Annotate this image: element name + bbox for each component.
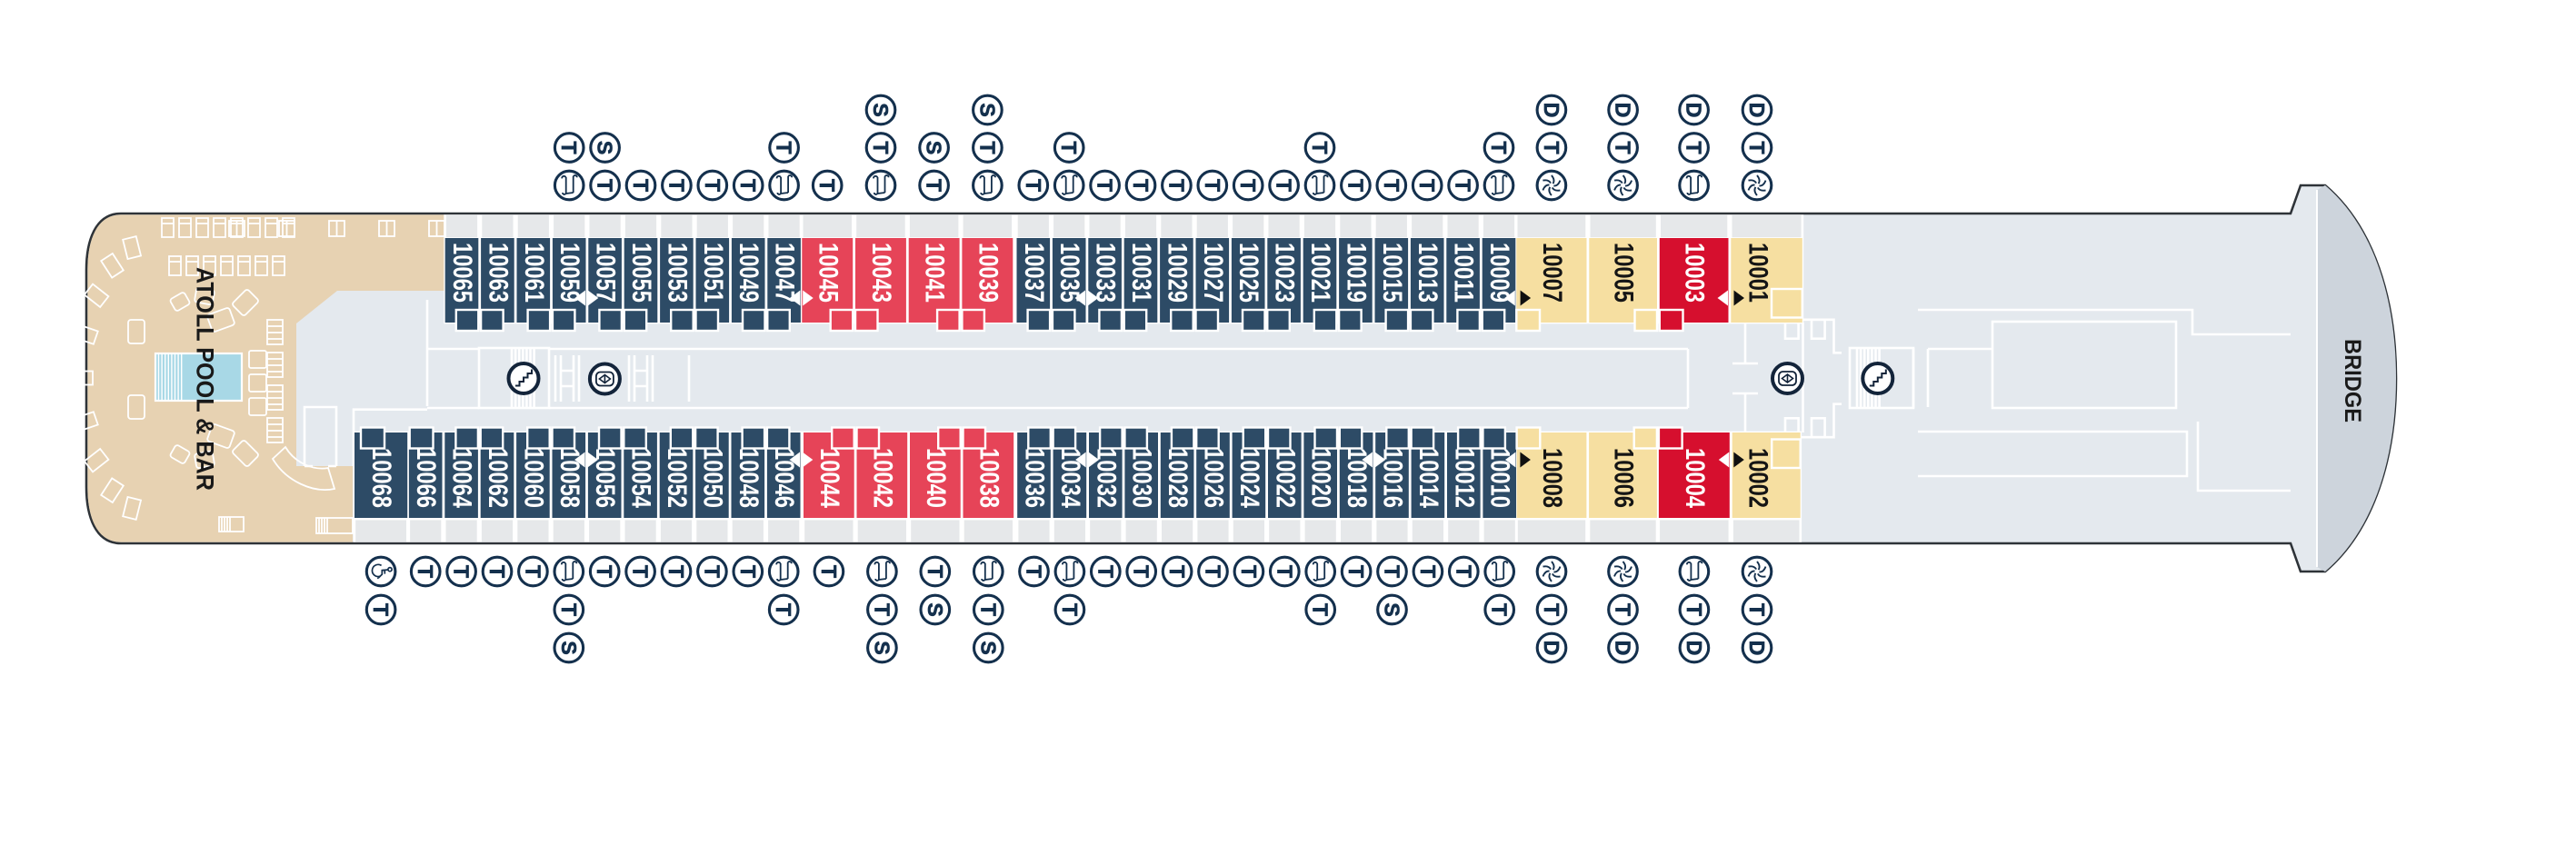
svg-text:10051: 10051	[698, 243, 728, 303]
svg-text:10001: 10001	[1743, 243, 1773, 303]
svg-text:10059: 10059	[554, 243, 584, 303]
svg-text:10005: 10005	[1609, 243, 1639, 303]
svg-text:10024: 10024	[1234, 448, 1264, 508]
svg-text:10039: 10039	[973, 243, 1003, 303]
svg-text:10011: 10011	[1449, 243, 1479, 303]
svg-text:10064: 10064	[447, 448, 477, 508]
svg-text:10035: 10035	[1054, 243, 1084, 303]
svg-text:10004: 10004	[1680, 448, 1710, 508]
svg-text:10066: 10066	[411, 448, 441, 508]
svg-text:10047: 10047	[770, 243, 800, 303]
svg-text:10057: 10057	[591, 243, 621, 303]
svg-text:10055: 10055	[626, 243, 656, 303]
svg-text:10008: 10008	[1537, 448, 1567, 508]
svg-text:10020: 10020	[1306, 448, 1336, 508]
svg-text:10043: 10043	[866, 243, 896, 303]
svg-text:10006: 10006	[1609, 448, 1639, 508]
svg-text:10049: 10049	[734, 243, 764, 303]
svg-text:10021: 10021	[1305, 243, 1335, 303]
svg-text:10012: 10012	[1449, 448, 1479, 508]
svg-text:10025: 10025	[1233, 243, 1263, 303]
svg-text:10065: 10065	[447, 243, 477, 303]
svg-text:10029: 10029	[1162, 243, 1192, 303]
svg-text:10053: 10053	[662, 243, 692, 303]
svg-text:10016: 10016	[1378, 448, 1408, 508]
svg-text:10028: 10028	[1163, 448, 1193, 508]
svg-text:10062: 10062	[483, 448, 513, 508]
svg-text:10031: 10031	[1126, 243, 1156, 303]
svg-text:10033: 10033	[1091, 243, 1121, 303]
svg-text:10023: 10023	[1270, 243, 1300, 303]
svg-text:10007: 10007	[1537, 243, 1567, 303]
svg-text:10037: 10037	[1019, 243, 1049, 303]
svg-text:10044: 10044	[814, 448, 844, 508]
svg-text:10050: 10050	[697, 448, 727, 508]
svg-text:10052: 10052	[662, 448, 692, 508]
svg-text:10036: 10036	[1020, 448, 1050, 508]
svg-text:10056: 10056	[590, 448, 620, 508]
svg-text:10003: 10003	[1680, 243, 1710, 303]
svg-text:10002: 10002	[1743, 448, 1773, 508]
svg-text:10014: 10014	[1413, 448, 1443, 508]
svg-text:10041: 10041	[920, 243, 950, 303]
svg-text:10022: 10022	[1270, 448, 1300, 508]
svg-text:10063: 10063	[483, 243, 513, 303]
svg-text:10038: 10038	[973, 448, 1003, 508]
svg-text:10061: 10061	[519, 243, 549, 303]
svg-text:10032: 10032	[1091, 448, 1121, 508]
svg-text:10040: 10040	[921, 448, 951, 508]
svg-text:10027: 10027	[1198, 243, 1228, 303]
svg-text:10030: 10030	[1127, 448, 1157, 508]
svg-text:10013: 10013	[1413, 243, 1443, 303]
svg-text:10054: 10054	[626, 448, 656, 508]
svg-text:10015: 10015	[1377, 243, 1407, 303]
svg-text:ATOLL POOL & BAR: ATOLL POOL & BAR	[192, 267, 219, 491]
svg-text:10045: 10045	[813, 243, 843, 303]
svg-text:10048: 10048	[734, 448, 764, 508]
svg-text:10068: 10068	[366, 448, 396, 508]
svg-text:10009: 10009	[1484, 243, 1514, 303]
svg-text:10060: 10060	[518, 448, 548, 508]
svg-text:BRIDGE: BRIDGE	[2340, 339, 2365, 422]
svg-text:10026: 10026	[1199, 448, 1229, 508]
svg-text:10019: 10019	[1341, 243, 1371, 303]
svg-text:10042: 10042	[867, 448, 897, 508]
